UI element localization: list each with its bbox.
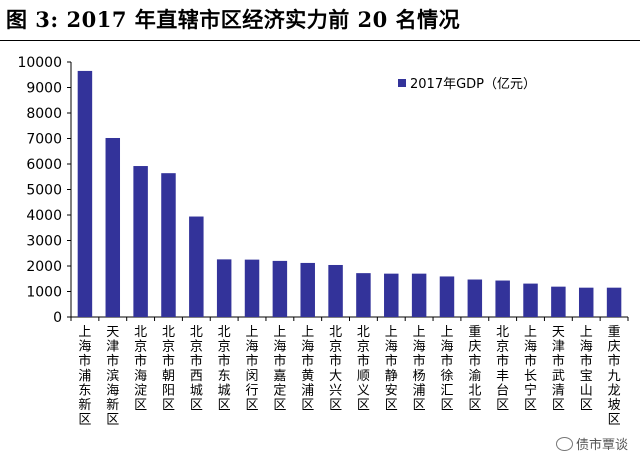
legend-swatch: [398, 79, 406, 87]
bar: [272, 260, 288, 317]
bar: [467, 279, 483, 317]
bar: [551, 286, 566, 317]
bar: [578, 287, 594, 317]
y-tick-label: 6000: [26, 157, 62, 173]
bar: [523, 283, 538, 317]
category-label: 上海市闵行区: [246, 325, 259, 413]
category-label: 重庆市渝北区: [468, 324, 481, 413]
category-label: 北京市大兴区: [329, 325, 342, 413]
category-label: 北京市海淀区: [134, 325, 147, 413]
bar: [300, 262, 315, 317]
bar: [439, 276, 455, 317]
bar: [606, 287, 622, 317]
watermark: 债市覃谈: [555, 434, 628, 453]
bar: [384, 273, 399, 317]
bar: [216, 259, 232, 317]
page-title: 图 3: 2017 年直辖市区经济实力前 20 名情况: [6, 7, 461, 32]
y-tick-label: 4000: [26, 208, 62, 224]
category-label: 上海市静安区: [385, 325, 398, 413]
category-label: 上海市徐汇区: [440, 325, 453, 413]
category-label: 上海市黄浦区: [301, 325, 314, 413]
category-label: 上海市嘉定区: [273, 325, 286, 413]
category-label: 北京市丰台区: [496, 325, 509, 413]
y-tick-label: 1000: [26, 285, 62, 301]
category-label: 天津市武清区: [552, 325, 565, 413]
category-label: 天津市滨海新区: [106, 325, 119, 428]
bar: [133, 166, 148, 317]
y-tick-label: 7000: [26, 132, 62, 148]
y-tick-label: 3000: [26, 234, 62, 250]
category-label: 北京市西城区: [190, 325, 203, 413]
y-tick-label: 9000: [26, 81, 62, 97]
bar: [161, 173, 176, 317]
bar: [77, 70, 93, 317]
y-tick-label: 0: [53, 310, 62, 326]
bar: [328, 264, 343, 317]
category-label: 上海市浦东新区: [78, 325, 91, 428]
category-label: 上海市长宁区: [524, 325, 537, 413]
category-label: 上海市宝山区: [580, 325, 593, 413]
category-label: 上海市杨浦区: [413, 325, 426, 413]
category-label: 北京市东城区: [218, 325, 231, 413]
legend-label: 2017年GDP（亿元）: [410, 77, 536, 92]
wechat-icon: [555, 436, 573, 451]
y-tick-label: 8000: [26, 106, 62, 122]
bar: [189, 216, 204, 317]
category-label: 北京市顺义区: [357, 325, 370, 413]
bar: [356, 273, 371, 317]
bar: [411, 273, 427, 317]
title-rule: [0, 40, 640, 41]
category-label: 北京市朝阳区: [162, 325, 175, 413]
y-tick-label: 2000: [26, 259, 62, 275]
bar: [105, 137, 121, 317]
bar: [244, 259, 260, 317]
bar: [495, 280, 510, 317]
category-label: 重庆市九龙坡区: [608, 324, 621, 428]
y-tick-label: 5000: [26, 183, 62, 199]
y-tick-label: 10000: [17, 55, 62, 71]
watermark-text: 债市覃谈: [575, 438, 628, 453]
